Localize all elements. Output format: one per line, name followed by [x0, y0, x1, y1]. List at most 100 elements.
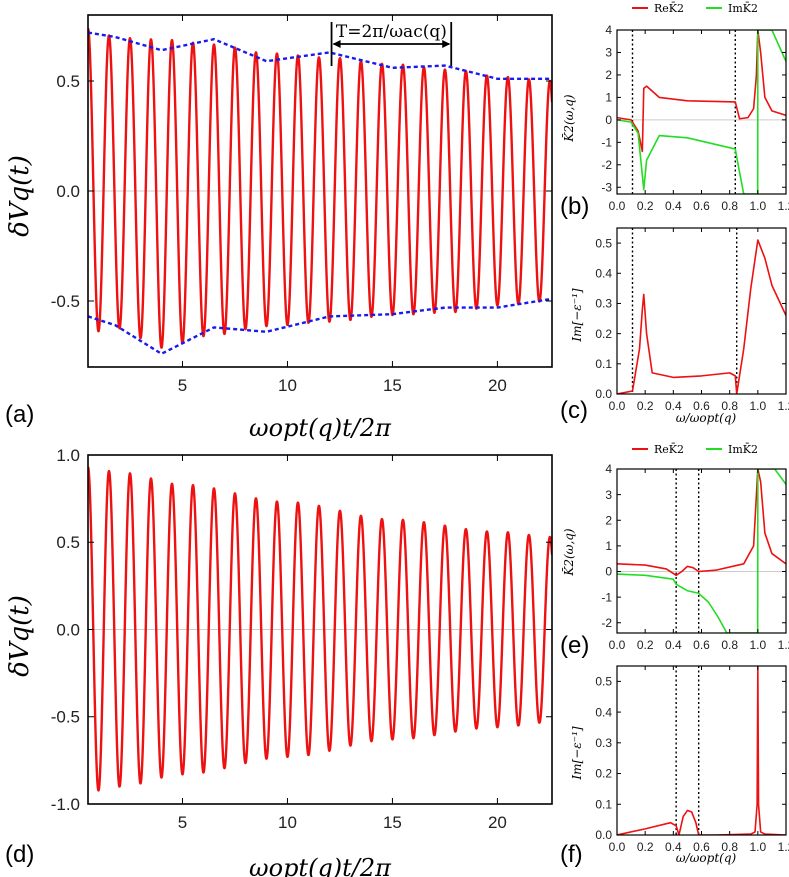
series-vqt-0: [88, 27, 552, 349]
series-rek-0: [617, 469, 786, 577]
y-axis-label: K̄2(ω,q): [561, 94, 576, 143]
panel-label: (e): [560, 632, 589, 659]
series-rek-0: [617, 30, 786, 153]
y-axis-label: δVq(t): [5, 155, 35, 237]
x-tick-label: 1.2: [778, 199, 789, 213]
chart-a: 5 10 15 20 0.5 0.0 -0.5 ωopt(q)t/2π δVq(t) (a) T=2…: [5, 14, 553, 442]
y-tick-label: 1: [605, 539, 612, 553]
x-tick-label: 0.0: [609, 199, 626, 213]
y-tick-label: 0.2: [595, 327, 612, 341]
series-im-0: [617, 239, 786, 394]
y-tick-label: 0.4: [595, 705, 612, 719]
y-axis-label: δVq(t): [5, 595, 35, 677]
x-tick-label: 15: [383, 813, 402, 832]
x-tick-label: 15: [383, 376, 402, 395]
y-tick-label: 1: [605, 91, 612, 105]
x-tick-label: 1.0: [749, 638, 766, 652]
x-tick-label: 10: [278, 376, 297, 395]
x-tick-label: 1.0: [749, 399, 766, 413]
y-tick-label: 3: [605, 488, 612, 502]
chart-b: 0.0 0.2 0.4 0.6 0.8 1.0 1.2 4 3 2 1 0 -1 -2 -3 K̄2(ω,q)…: [560, 2, 789, 220]
x-axis-label: ω/ωopt(q): [676, 411, 737, 425]
legend-label-re: ReK̄2: [654, 443, 684, 456]
x-tick-label: 5: [178, 813, 187, 832]
x-tick-label: 0.6: [693, 638, 710, 652]
period-annotation: T=2π/ωac(q): [330, 22, 453, 66]
y-tick-label: 4: [605, 23, 612, 37]
y-tick-label: 0.0: [56, 182, 80, 201]
panel-label: (a): [5, 401, 34, 428]
x-tick-label: 0.4: [665, 840, 682, 854]
chart-c: 0.0 0.2 0.4 0.6 0.8 1.0 1.2 0.0 0.1 0.2 0.3 0.4 0.5 ω…: [560, 227, 789, 425]
y-axis-label: Im[−ε⁻¹]: [570, 726, 584, 780]
y-tick-label: 0.0: [595, 828, 612, 842]
plot-frame: [616, 665, 787, 836]
x-tick-label: 0.4: [665, 638, 682, 652]
x-tick-label: 0.2: [637, 199, 654, 213]
y-tick-label: 4: [605, 462, 612, 476]
chart-e: 0.0 0.2 0.4 0.6 0.8 1.0 1.2 4 3 2 1 0 -1 -2 K̄2(ω,q) (e…: [560, 443, 789, 659]
y-axis-label: Im[−ε⁻¹]: [570, 288, 584, 342]
y-tick-label: 2: [605, 513, 612, 527]
legend-label-re: ReK̄2: [654, 2, 684, 15]
plot-area: [88, 27, 552, 355]
y-tick-label: 3: [605, 46, 612, 60]
y-tick-label: -1.0: [51, 795, 80, 814]
y-tick-label: -2: [601, 158, 612, 172]
y-tick-label: 0.1: [595, 797, 612, 811]
y-tick-label: 2: [605, 68, 612, 82]
chart-f: 0.0 0.2 0.4 0.6 0.8 1.0 1.2 0.0 0.1 0.2 0.3 0.4 0.5 ω…: [560, 665, 789, 868]
x-tick-label: 0.2: [637, 840, 654, 854]
plot-area: [617, 666, 786, 835]
x-tick-label: 1.2: [778, 840, 789, 854]
x-axis-label: ω/ωopt(q): [676, 851, 737, 865]
y-tick-label: -0.5: [51, 292, 80, 311]
x-tick-label: 0.8: [721, 638, 738, 652]
y-tick-label: 0.3: [595, 736, 612, 750]
x-tick-label: 0.6: [693, 840, 710, 854]
x-tick-label: 0.6: [693, 199, 710, 213]
x-tick-label: 1.2: [778, 638, 789, 652]
y-tick-label: -3: [601, 180, 612, 194]
y-tick-label: 0.2: [595, 767, 612, 781]
x-tick-label: 10: [278, 813, 297, 832]
plot-frame: [616, 468, 787, 634]
arrowhead-right: [442, 40, 451, 48]
y-tick-label: 1.0: [56, 446, 80, 465]
x-tick-label: 0.8: [721, 199, 738, 213]
x-tick-label: 0.2: [637, 638, 654, 652]
y-tick-label: 0.1: [595, 357, 612, 371]
plot-area: [617, 228, 786, 394]
y-tick-label: 0.3: [595, 297, 612, 311]
x-tick-label: 0.8: [721, 399, 738, 413]
panel-label: (f): [560, 841, 583, 868]
series-vqt-0: [88, 466, 552, 792]
x-tick-label: 0.2: [637, 399, 654, 413]
plot-area: [617, 469, 786, 633]
arrowhead-left: [332, 40, 341, 48]
panel-label: (b): [560, 193, 589, 220]
x-tick-label: 5: [178, 376, 187, 395]
series-imk-1: [617, 469, 786, 633]
series-imk-1: [617, 30, 786, 194]
x-tick-label: 1.0: [749, 199, 766, 213]
x-axis-label: ωopt(q)t/2π: [249, 414, 392, 442]
y-tick-label: 0.5: [595, 675, 612, 689]
x-axis-label: ωopt(q)t/2π: [249, 854, 392, 877]
panel-label: (c): [560, 397, 588, 424]
y-tick-label: 0.5: [56, 72, 80, 91]
y-axis-label: K̄2(ω,q): [561, 528, 576, 577]
y-tick-label: 0: [605, 565, 612, 579]
plot-area: [88, 466, 552, 792]
panel-label: (d): [5, 841, 34, 868]
y-tick-label: 0.4: [595, 266, 612, 280]
x-tick-label: 0.0: [609, 840, 626, 854]
series-lowerenvelope-2: [88, 297, 552, 355]
x-tick-label: 20: [488, 813, 507, 832]
y-tick-label: -0.5: [51, 708, 80, 727]
y-tick-label: 0.0: [595, 387, 612, 401]
y-tick-label: 0: [605, 113, 612, 127]
y-tick-label: 0.0: [56, 620, 80, 639]
annotation-label: T=2π/ωac(q): [336, 22, 447, 42]
